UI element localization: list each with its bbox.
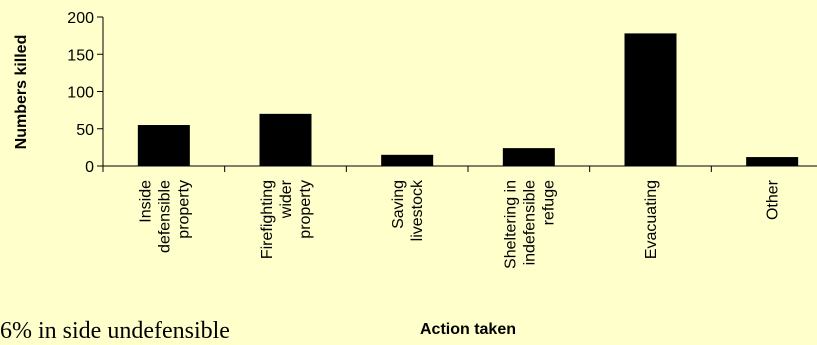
x-tick-label: Other	[765, 179, 782, 220]
y-tick-label: 0	[85, 159, 94, 176]
bar	[381, 154, 434, 166]
y-tick-label: 200	[67, 10, 94, 27]
y-axis: 0 50 100 150 200	[67, 10, 104, 176]
y-tick-label: 150	[67, 47, 94, 64]
x-axis	[102, 165, 817, 172]
y-tick-label: 100	[67, 85, 94, 102]
x-tick-label: Saving livestock	[390, 179, 426, 241]
y-tick-label: 50	[76, 122, 94, 139]
bar	[259, 113, 312, 166]
bar	[746, 157, 799, 166]
x-tick-label: Inside defensible property	[137, 180, 192, 253]
category-labels: Inside defensible property Firefighting wide…	[137, 179, 781, 269]
y-axis-title: Numbers killed	[13, 35, 30, 150]
bar	[137, 125, 190, 166]
x-tick-label: Evacuating	[643, 180, 660, 259]
x-axis-title: Action taken	[420, 321, 516, 338]
x-tick-label: Firefighting wider property	[259, 179, 314, 259]
x-tick-label: Sheltering in indefensible refuge	[502, 180, 557, 269]
overlapping-caption-text: 6% in side undefensible	[0, 318, 230, 344]
bars	[137, 33, 799, 166]
bar	[502, 148, 555, 166]
bar	[624, 33, 677, 166]
